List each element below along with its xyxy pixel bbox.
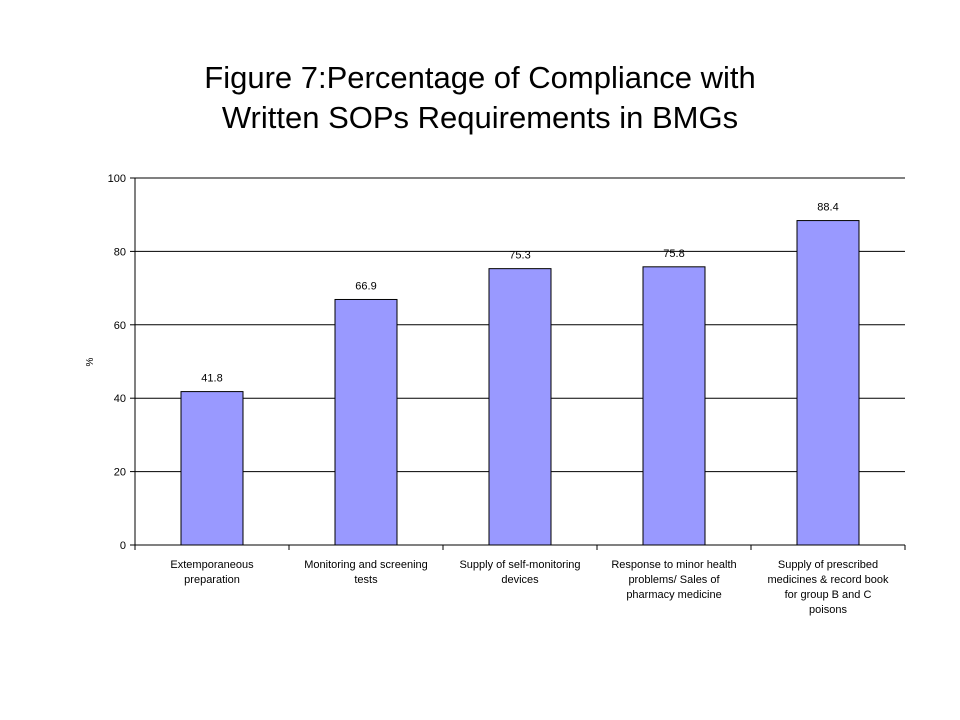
- category-label-line: Response to minor health: [611, 559, 736, 571]
- category-label: Supply of prescribed medicines & record b…: [767, 559, 889, 616]
- bars: [180, 220, 860, 546]
- labels: 0 20 40 60 80 100 41.8 Extemporaneous preparatio…: [85, 173, 889, 616]
- category-label: Supply of self-monitoring devices: [459, 559, 580, 586]
- bar: [796, 220, 860, 546]
- category-label-line: tests: [354, 574, 378, 586]
- category-label-line: preparation: [184, 574, 240, 586]
- bar: [488, 268, 552, 546]
- category-label-line: Extemporaneous: [170, 559, 254, 571]
- y-tick-label: 40: [114, 393, 126, 405]
- y-axis-label: %: [85, 357, 96, 366]
- bar: [180, 391, 244, 546]
- category-label: Extemporaneous preparation: [170, 559, 254, 586]
- category-label-line: Supply of self-monitoring: [459, 559, 580, 571]
- y-tick-label: 60: [114, 320, 126, 332]
- data-label: 75.8: [663, 248, 684, 260]
- category-label-line: Supply of prescribed: [778, 559, 878, 571]
- bar: [642, 266, 706, 546]
- data-label: 66.9: [355, 280, 376, 292]
- chart-title: Figure 7:Percentage of Compliance with W…: [204, 60, 756, 135]
- category-label-line: medicines & record book: [767, 574, 889, 586]
- category-label-line: for group B and C: [785, 589, 872, 601]
- category-label-line: problems/ Sales of: [628, 574, 720, 586]
- data-label: 41.8: [201, 373, 222, 385]
- category-label-line: poisons: [809, 604, 847, 616]
- category-label-line: Monitoring and screening: [304, 559, 428, 571]
- category-label-line: pharmacy medicine: [626, 589, 721, 601]
- data-label: 75.3: [509, 250, 530, 262]
- y-tick-label: 100: [108, 173, 126, 185]
- category-label: Response to minor health problems/ Sales …: [611, 559, 736, 601]
- y-tick-label: 80: [114, 246, 126, 258]
- y-tick-label: 20: [114, 467, 126, 479]
- y-tick-label: 0: [120, 540, 126, 552]
- category-label-line: devices: [501, 574, 539, 586]
- category-label: Monitoring and screening tests: [304, 559, 428, 586]
- data-label: 88.4: [817, 202, 838, 214]
- bar: [334, 298, 398, 546]
